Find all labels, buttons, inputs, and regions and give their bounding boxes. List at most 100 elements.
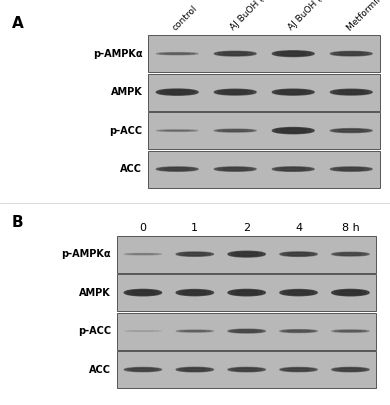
Ellipse shape (228, 329, 265, 333)
Ellipse shape (333, 168, 369, 171)
Ellipse shape (275, 51, 311, 56)
Ellipse shape (124, 254, 161, 255)
Ellipse shape (124, 367, 161, 372)
Bar (117, 351, 376, 388)
Ellipse shape (272, 89, 314, 95)
Ellipse shape (179, 330, 211, 332)
Ellipse shape (165, 130, 190, 131)
Text: ACC: ACC (121, 164, 142, 174)
Ellipse shape (333, 129, 369, 132)
Ellipse shape (132, 291, 154, 294)
Ellipse shape (275, 168, 311, 171)
Ellipse shape (281, 129, 306, 132)
Ellipse shape (231, 330, 262, 333)
Ellipse shape (330, 51, 372, 56)
Text: A: A (12, 16, 23, 31)
Ellipse shape (176, 252, 213, 256)
Ellipse shape (335, 368, 366, 371)
Ellipse shape (156, 53, 198, 55)
Ellipse shape (218, 130, 253, 132)
Ellipse shape (184, 369, 206, 371)
Ellipse shape (160, 53, 195, 54)
Ellipse shape (280, 330, 317, 333)
Ellipse shape (280, 367, 317, 372)
Ellipse shape (339, 330, 362, 332)
Ellipse shape (179, 368, 211, 371)
Ellipse shape (179, 290, 211, 295)
Ellipse shape (333, 52, 369, 55)
Ellipse shape (223, 91, 248, 94)
Ellipse shape (218, 52, 253, 55)
Ellipse shape (179, 253, 211, 256)
Text: 1: 1 (191, 223, 198, 233)
Ellipse shape (231, 252, 262, 256)
Text: 0: 0 (140, 223, 146, 233)
Ellipse shape (236, 291, 258, 294)
Bar (148, 112, 380, 149)
Ellipse shape (223, 53, 248, 55)
Ellipse shape (283, 290, 314, 295)
Text: AMPK: AMPK (111, 87, 142, 97)
Bar (148, 151, 380, 188)
Ellipse shape (332, 330, 369, 332)
Ellipse shape (127, 368, 159, 371)
Ellipse shape (339, 253, 362, 255)
Text: 4: 4 (295, 223, 302, 233)
Bar (117, 274, 376, 311)
Text: p-AMPKα: p-AMPKα (93, 49, 142, 59)
Ellipse shape (156, 167, 198, 171)
Ellipse shape (228, 290, 265, 296)
Ellipse shape (287, 330, 310, 332)
Text: control: control (171, 4, 199, 32)
Text: AJ BuOH (120 μg/ml): AJ BuOH (120 μg/ml) (287, 0, 359, 32)
Ellipse shape (281, 52, 306, 55)
Ellipse shape (275, 90, 311, 94)
Ellipse shape (236, 330, 258, 332)
Ellipse shape (330, 129, 372, 132)
Ellipse shape (127, 290, 159, 295)
Ellipse shape (176, 367, 213, 372)
Ellipse shape (272, 51, 314, 57)
Ellipse shape (228, 367, 265, 372)
Ellipse shape (339, 369, 362, 371)
Ellipse shape (231, 290, 262, 295)
Ellipse shape (231, 368, 262, 371)
Text: Metformin (2 mM): Metformin (2 mM) (345, 0, 390, 32)
Bar (148, 74, 380, 111)
Ellipse shape (215, 51, 256, 56)
Ellipse shape (332, 252, 369, 256)
Ellipse shape (281, 91, 306, 94)
Ellipse shape (184, 291, 206, 294)
Text: B: B (12, 215, 23, 230)
Ellipse shape (275, 128, 311, 133)
Ellipse shape (132, 369, 154, 371)
Ellipse shape (287, 253, 310, 255)
Ellipse shape (332, 290, 369, 296)
Ellipse shape (335, 253, 366, 256)
Ellipse shape (236, 369, 258, 371)
Text: 2: 2 (243, 223, 250, 233)
Ellipse shape (223, 130, 248, 131)
Ellipse shape (223, 168, 248, 170)
Ellipse shape (283, 330, 314, 332)
Ellipse shape (339, 168, 364, 170)
Ellipse shape (280, 290, 317, 296)
Ellipse shape (287, 369, 310, 371)
Ellipse shape (215, 129, 256, 132)
Ellipse shape (332, 367, 369, 372)
Ellipse shape (330, 167, 372, 171)
Ellipse shape (281, 168, 306, 170)
Ellipse shape (283, 253, 314, 256)
Ellipse shape (335, 290, 366, 295)
Ellipse shape (330, 89, 372, 95)
Text: ACC: ACC (89, 364, 111, 375)
Text: p-ACC: p-ACC (78, 326, 111, 336)
Bar (117, 236, 376, 273)
Ellipse shape (272, 167, 314, 171)
Bar (148, 35, 380, 72)
Ellipse shape (176, 290, 213, 296)
Ellipse shape (339, 130, 364, 132)
Ellipse shape (335, 330, 366, 332)
Ellipse shape (218, 168, 253, 171)
Ellipse shape (339, 91, 364, 94)
